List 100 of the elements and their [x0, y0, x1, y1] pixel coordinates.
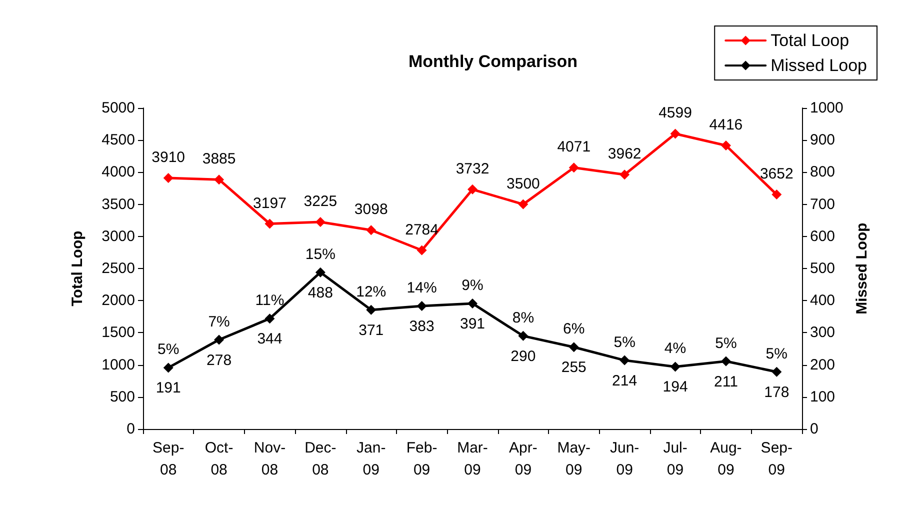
point — [416, 245, 427, 256]
data-label: 3962 — [608, 146, 642, 163]
point — [366, 304, 376, 315]
annotation: 7% — [208, 313, 230, 330]
y2-axis-title: Missed Loop — [853, 222, 870, 314]
y-tick-label: 1000 — [102, 356, 135, 374]
data-label: 371 — [358, 322, 384, 339]
point — [468, 184, 478, 194]
point — [468, 298, 478, 308]
point — [518, 199, 528, 210]
point — [214, 334, 224, 345]
data-label: 290 — [510, 348, 536, 365]
annotation: 5% — [614, 334, 636, 351]
data-label: 3098 — [354, 201, 388, 218]
y-tick-label: 500 — [110, 388, 135, 406]
point — [620, 355, 630, 366]
y2-tick-label: 200 — [810, 356, 836, 374]
annotation: 5% — [715, 334, 737, 352]
data-label: 3885 — [202, 150, 236, 168]
y2-tick-label: 0 — [810, 420, 818, 438]
data-label: 4071 — [557, 138, 591, 156]
annotation: 8% — [512, 309, 534, 326]
x-tick-label: Oct-08 — [204, 440, 234, 478]
y2-tick-label: 500 — [810, 260, 836, 277]
data-label: 3652 — [760, 166, 794, 183]
point — [620, 170, 630, 180]
point — [214, 174, 224, 185]
point — [315, 216, 326, 227]
data-label: 3910 — [152, 148, 186, 166]
y-tick-label: 0 — [126, 420, 135, 438]
data-label: 4599 — [658, 104, 692, 122]
y-axis-title: Total Loop — [69, 230, 86, 306]
x-tick-label: Sep-09 — [760, 440, 792, 478]
legend-label: Missed Loop — [770, 56, 867, 75]
point — [670, 362, 680, 372]
x-tick-label: Dec-08 — [304, 440, 336, 478]
x-tick-label: Nov-08 — [254, 440, 286, 478]
y2-tick-label: 100 — [810, 388, 836, 406]
annotation: 12% — [356, 283, 386, 300]
annotation: 5% — [158, 341, 180, 358]
point — [264, 314, 275, 324]
annotation: 5% — [766, 345, 788, 362]
point — [518, 330, 528, 341]
point — [772, 190, 782, 200]
data-label: 3197 — [253, 194, 286, 212]
x-tick-label: Feb-09 — [406, 440, 438, 478]
data-label: 3225 — [304, 192, 338, 210]
annotation: 15% — [305, 246, 336, 263]
point — [670, 128, 680, 139]
data-label: 4416 — [709, 116, 743, 134]
chart-title: Monthly Comparison — [408, 52, 578, 71]
y-tick-label: 1500 — [102, 324, 135, 342]
x-tick-label: Jan-09 — [356, 440, 386, 478]
y2-tick-label: 800 — [810, 164, 836, 181]
data-label: 278 — [206, 352, 232, 369]
annotation: 9% — [462, 276, 484, 294]
y2-tick-label: 300 — [810, 324, 836, 342]
data-label: 3732 — [456, 160, 490, 178]
data-label: 488 — [308, 284, 333, 302]
y-tick-label: 3000 — [102, 228, 135, 245]
legend-label: Total Loop — [770, 31, 850, 50]
point — [772, 366, 782, 377]
y2-tick-label: 600 — [810, 228, 836, 245]
y2-tick-label: 700 — [810, 196, 836, 213]
point — [163, 362, 174, 373]
y-tick-label: 4000 — [102, 164, 135, 181]
x-tick-label: Aug-09 — [710, 440, 742, 478]
x-tick-label: Mar-09 — [457, 440, 488, 478]
x-tick-label: Jul-09 — [663, 440, 688, 478]
data-label: 255 — [561, 359, 586, 376]
y-tick-label: 2500 — [102, 260, 135, 277]
annotation: 6% — [563, 320, 585, 338]
data-label: 344 — [257, 330, 282, 348]
data-label: 3500 — [506, 175, 540, 192]
y2-tick-label: 1000 — [810, 100, 844, 116]
point — [416, 301, 427, 312]
data-label: 391 — [460, 315, 486, 332]
data-label: 191 — [156, 380, 181, 397]
x-tick-label: Jun-09 — [610, 440, 640, 478]
x-tick-label: Apr-09 — [509, 440, 538, 478]
data-label: 2784 — [405, 221, 438, 238]
x-tick-label: May-09 — [557, 440, 591, 478]
annotation: 4% — [664, 340, 686, 358]
y-tick-label: 3500 — [102, 196, 135, 213]
data-label: 178 — [764, 384, 790, 401]
point — [315, 267, 326, 278]
point — [720, 140, 731, 150]
data-label: 194 — [662, 378, 688, 396]
y-tick-label: 4500 — [102, 132, 135, 149]
data-label: 211 — [714, 373, 738, 390]
data-label: 214 — [612, 372, 638, 390]
point — [568, 342, 579, 352]
y-tick-label: 5000 — [102, 100, 135, 116]
point — [366, 225, 376, 236]
y2-tick-label: 900 — [810, 132, 836, 149]
annotation: 14% — [406, 280, 437, 297]
x-tick-label: Sep-08 — [152, 440, 184, 478]
data-label: 383 — [409, 318, 434, 336]
y2-tick-label: 400 — [810, 292, 836, 310]
point — [264, 218, 275, 229]
